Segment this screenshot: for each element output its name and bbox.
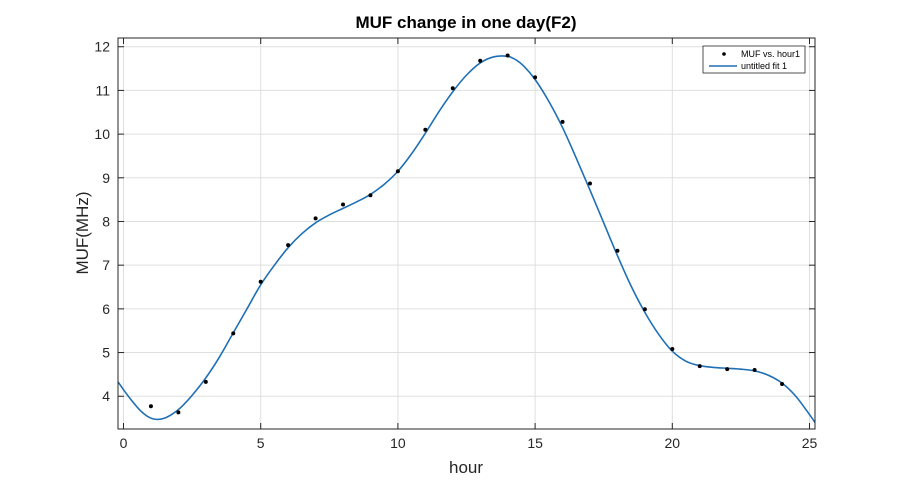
y-tick-label: 6 — [102, 301, 110, 317]
axes-box — [117, 37, 816, 430]
data-point — [533, 75, 538, 80]
data-point — [395, 169, 400, 174]
data-point — [286, 243, 291, 248]
x-tick-label: 25 — [802, 435, 818, 451]
fit-curve — [118, 55, 815, 423]
ticks — [118, 38, 815, 429]
data-point — [231, 331, 236, 336]
data-point — [176, 410, 181, 415]
data-point — [148, 404, 153, 409]
data-point — [642, 307, 647, 312]
data-point — [341, 202, 346, 207]
data-point — [203, 379, 208, 384]
y-tick-labels: 4 5 6 7 8 9 10 11 12 — [94, 39, 110, 404]
legend-entry-fit: untitled fit 1 — [741, 61, 787, 71]
y-tick-label: 4 — [102, 388, 110, 404]
fit-layer — [118, 55, 815, 423]
legend-entry-points: MUF vs. hour1 — [741, 49, 800, 59]
grid — [118, 38, 815, 429]
data-point — [670, 347, 675, 352]
x-tick-labels: 0 5 10 15 20 25 — [120, 435, 818, 451]
data-point — [587, 181, 592, 186]
data-point — [697, 364, 702, 369]
x-axis-label: hour — [449, 458, 483, 477]
chart-title: MUF change in one day(F2) — [355, 13, 576, 32]
y-tick-label: 10 — [94, 126, 110, 142]
data-points — [148, 53, 785, 415]
y-tick-label: 11 — [95, 82, 110, 98]
x-tick-label: 5 — [257, 435, 265, 451]
legend: MUF vs. hour1 untitled fit 1 — [702, 45, 806, 74]
data-point — [725, 367, 730, 372]
y-axis-label: MUF(MHz) — [73, 191, 92, 274]
y-tick-label: 12 — [94, 39, 110, 55]
y-tick-label: 8 — [102, 213, 110, 229]
y-tick-label: 5 — [102, 345, 110, 361]
x-tick-label: 15 — [527, 435, 543, 451]
x-tick-label: 10 — [390, 435, 406, 451]
data-point — [752, 368, 757, 373]
data-point — [258, 279, 263, 284]
y-tick-label: 7 — [102, 257, 110, 273]
data-point — [313, 216, 318, 221]
legend-box — [702, 45, 806, 74]
data-point — [615, 248, 620, 253]
data-point — [368, 193, 373, 198]
x-tick-label: 20 — [665, 435, 681, 451]
data-point — [505, 53, 510, 58]
y-tick-label: 9 — [102, 170, 110, 186]
data-point — [423, 127, 428, 132]
data-point — [450, 86, 455, 91]
x-tick-label: 0 — [120, 435, 128, 451]
data-point — [478, 58, 483, 63]
plot-area — [118, 38, 815, 429]
data-point — [560, 119, 565, 124]
data-point — [780, 382, 785, 387]
legend-marker-icon — [722, 52, 726, 56]
